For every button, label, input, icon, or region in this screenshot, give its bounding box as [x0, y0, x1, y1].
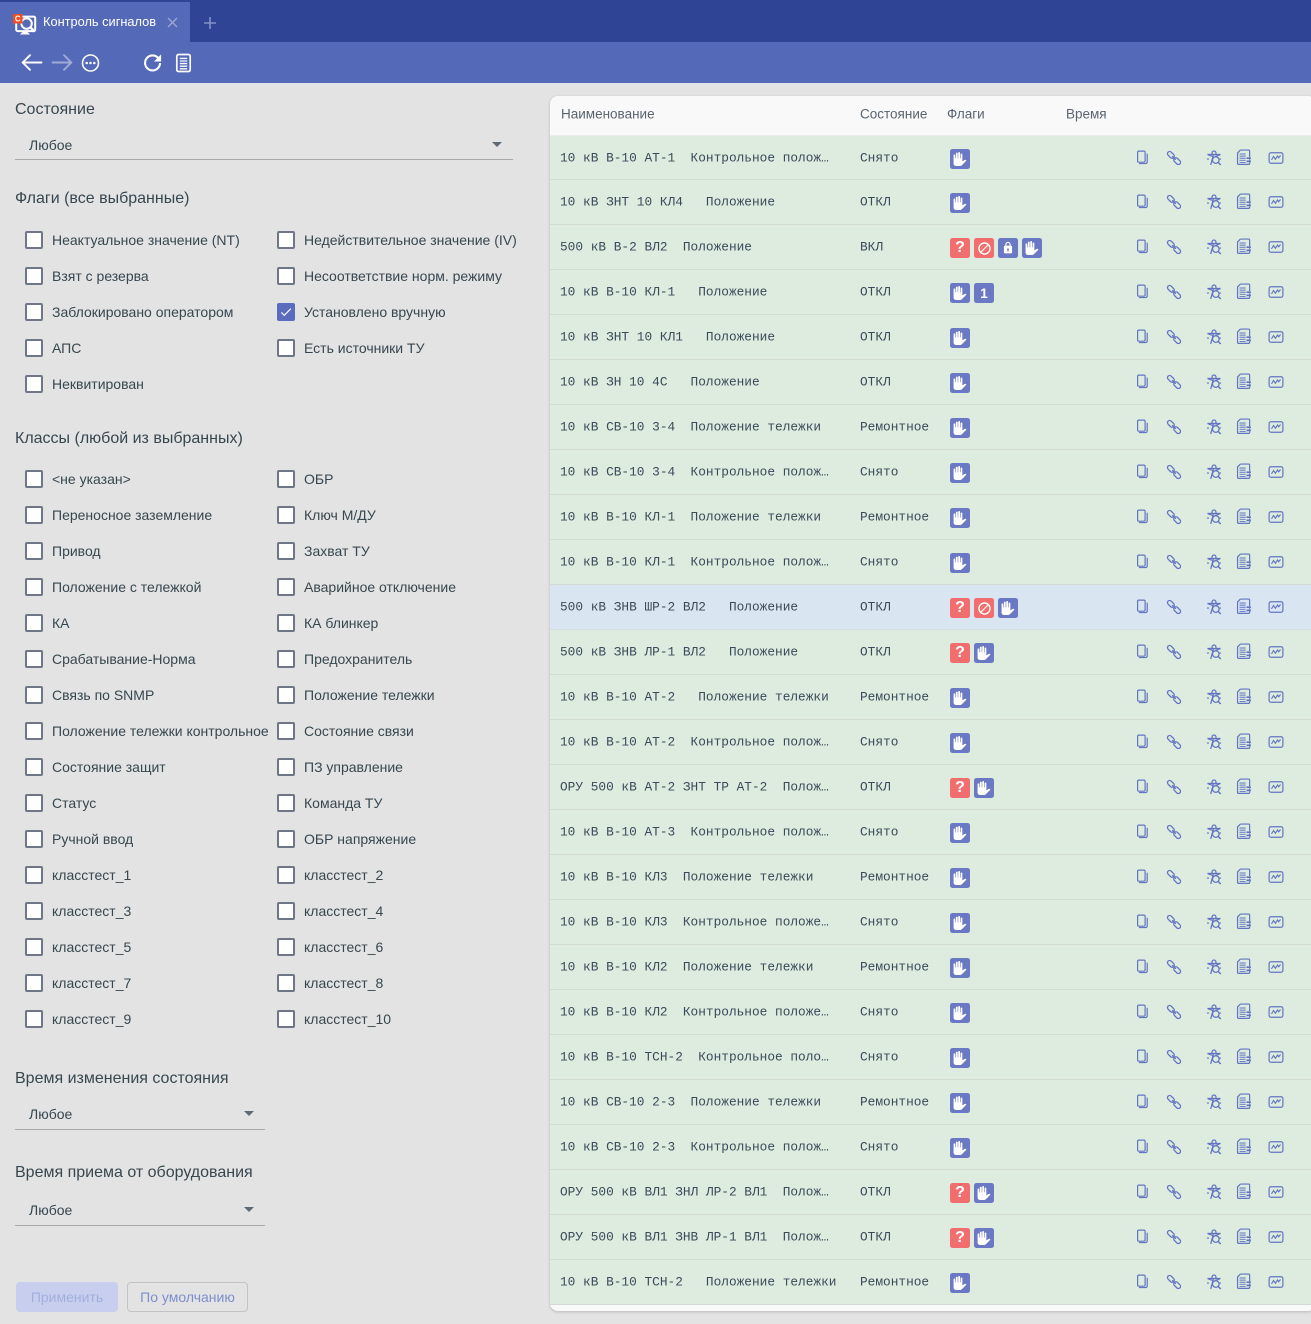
- svg-text:C: C: [15, 14, 21, 23]
